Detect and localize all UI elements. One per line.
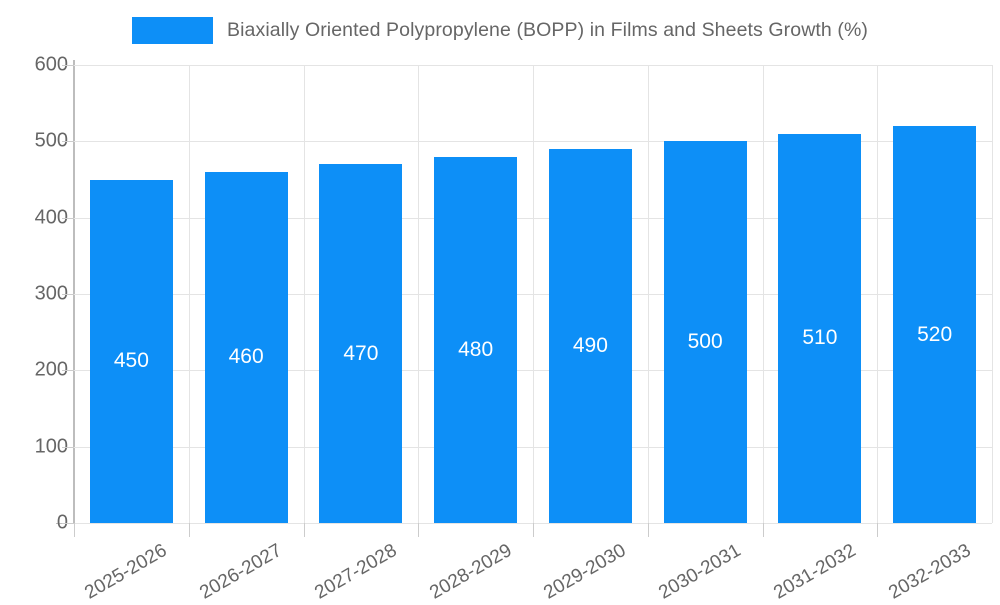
y-axis-tick-label: 500 [34, 129, 68, 152]
bar[interactable] [778, 133, 862, 523]
x-axis-tick-mark [533, 523, 534, 537]
gridline-vertical [648, 65, 649, 523]
legend-item[interactable]: Biaxially Oriented Polypropylene (BOPP) … [132, 16, 868, 44]
gridline-vertical [992, 65, 993, 523]
bar-value-label: 460 [228, 345, 264, 369]
bar[interactable] [434, 156, 518, 523]
x-axis-tick-label: 2025-2026 [81, 540, 171, 604]
legend-color-swatch [132, 16, 213, 44]
chart-legend: Biaxially Oriented Polypropylene (BOPP) … [0, 0, 1000, 60]
y-axis-tick-mark [62, 523, 74, 524]
x-axis-tick-label: 2026-2027 [196, 540, 286, 604]
y-axis-line [73, 60, 75, 524]
bar[interactable] [89, 179, 173, 523]
y-axis-tick-mark [62, 65, 74, 66]
bar-value-label: 490 [572, 333, 608, 357]
x-axis-tick-label: 2032-2033 [884, 540, 975, 604]
gridline-vertical [304, 65, 305, 523]
bar-value-label: 470 [343, 341, 379, 365]
bar-value-label: 520 [917, 322, 953, 346]
x-axis-tick-label: 2030-2031 [655, 540, 745, 604]
plot-area: 450 460 470 480 490 500 510 520 [74, 65, 993, 524]
x-axis-tick-mark [418, 523, 419, 537]
y-axis-tick-label: 200 [34, 358, 68, 381]
bar[interactable] [893, 126, 977, 523]
gridline-vertical [533, 65, 534, 523]
bar[interactable] [663, 141, 747, 523]
bar[interactable] [319, 164, 403, 523]
gridline-vertical [763, 65, 764, 523]
x-axis-tick-label: 2029-2030 [540, 540, 630, 604]
y-axis-tick-mark [62, 218, 74, 219]
bar[interactable] [548, 148, 632, 523]
x-axis-tick-mark [877, 523, 878, 537]
x-axis-tick-mark [648, 523, 649, 537]
y-axis-tick-label: 100 [34, 435, 68, 458]
y-axis-tick-label: 600 [34, 53, 68, 76]
y-axis-tick-mark [62, 294, 74, 295]
x-axis-tick-mark [74, 523, 75, 537]
y-axis-tick-label: 300 [34, 282, 68, 305]
gridline-vertical [189, 65, 190, 523]
y-axis-tick-label: 400 [34, 206, 68, 229]
gridline-vertical [877, 65, 878, 523]
x-axis-tick-mark [304, 523, 305, 537]
x-axis-tick-label: 2031-2032 [770, 540, 860, 604]
y-axis-tick-mark [62, 447, 74, 448]
y-axis-tick-mark [62, 141, 74, 142]
legend-label: Biaxially Oriented Polypropylene (BOPP) … [227, 18, 868, 41]
bar-value-label: 480 [458, 337, 494, 361]
bar-value-label: 500 [687, 330, 723, 354]
y-axis-tick-label: 0 [0, 512, 68, 535]
x-axis-tick-label: 2028-2029 [425, 540, 516, 604]
bar-value-label: 450 [113, 349, 149, 373]
x-axis-tick-label: 2027-2028 [311, 540, 401, 604]
gridline-vertical [418, 65, 419, 523]
bar[interactable] [204, 171, 288, 523]
y-axis-tick-mark [62, 370, 74, 371]
x-axis-tick-mark [763, 523, 764, 537]
bar-value-label: 510 [802, 326, 838, 350]
x-axis-tick-mark [189, 523, 190, 537]
